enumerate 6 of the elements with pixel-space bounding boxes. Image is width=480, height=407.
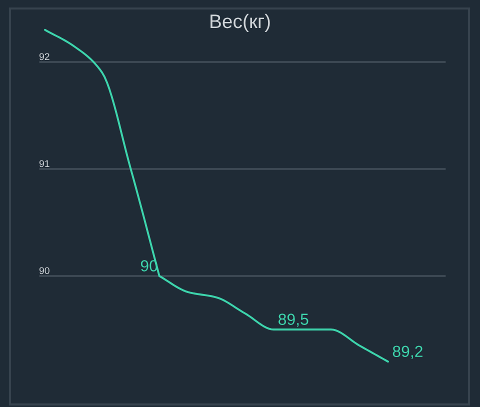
chart-title: Вес(кг) — [210, 14, 270, 32]
data-label: 89,5 — [278, 314, 308, 327]
y-tick-label: 91 — [39, 160, 50, 168]
data-label: 89,2 — [392, 346, 422, 359]
y-tick-label: 92 — [39, 53, 50, 60]
y-tick-label: 90 — [39, 267, 50, 274]
